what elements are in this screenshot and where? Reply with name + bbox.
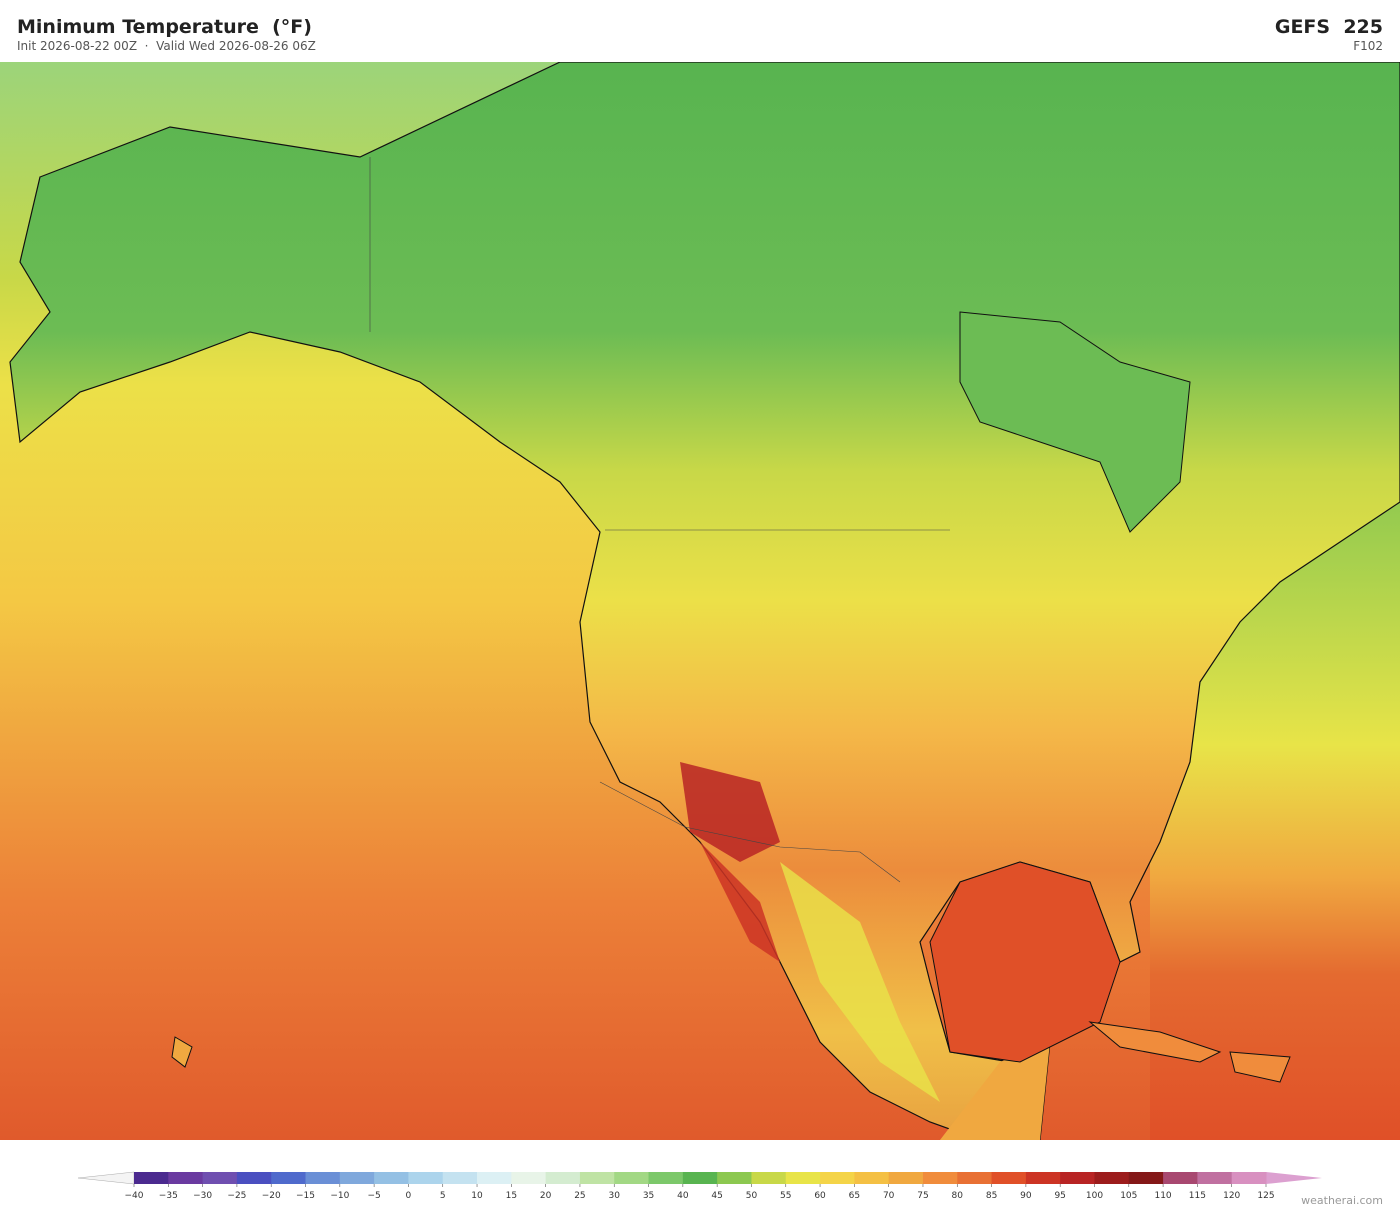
colorbar-segment <box>922 1172 958 1184</box>
colorbar-segment <box>1128 1172 1164 1184</box>
colorbar-segment <box>271 1172 307 1184</box>
colorbar-tick-label: 80 <box>952 1191 964 1201</box>
colorbar-under <box>77 1171 135 1185</box>
title: Minimum Temperature (°F) <box>17 16 312 38</box>
colorbar-segment <box>477 1172 512 1184</box>
colorbar-segment <box>202 1172 238 1184</box>
watermark: weatherai.com <box>1301 1194 1383 1207</box>
colorbar-segment <box>854 1172 890 1184</box>
colorbar-segment <box>1025 1172 1061 1184</box>
colorbar-tick-label: 120 <box>1223 1191 1240 1201</box>
colorbar-tick-label: −25 <box>227 1191 246 1201</box>
colorbar-segment <box>579 1172 615 1184</box>
colorbar-tick-label: −5 <box>367 1191 380 1201</box>
colorbar-segment <box>545 1172 581 1184</box>
colorbar-segment <box>648 1172 684 1184</box>
colorbar-segment <box>442 1172 478 1184</box>
colorbar-tick-label: 5 <box>440 1191 446 1201</box>
land <box>940 1042 1050 1140</box>
colorbar-tick-label: 105 <box>1120 1191 1137 1201</box>
map <box>0 62 1400 1140</box>
colorbar-segment <box>305 1172 341 1184</box>
hawaii <box>171 1036 193 1068</box>
colorbar-segment <box>1163 1172 1198 1184</box>
colorbar-tick-label: 25 <box>574 1191 585 1201</box>
colorbar-segment <box>1094 1172 1130 1184</box>
colorbar-segment <box>134 1172 169 1184</box>
colorbar-tick-label: 45 <box>711 1191 722 1201</box>
borders <box>369 157 950 883</box>
colorbar-segment <box>1197 1172 1233 1184</box>
colorbar-tick-label: 85 <box>986 1191 997 1201</box>
colorbar-segment <box>168 1172 204 1184</box>
colorbar-tick-label: 90 <box>1020 1191 1032 1201</box>
cool-region <box>780 862 940 1102</box>
colorbar-tick-label: 30 <box>609 1191 621 1201</box>
colorbar-segment <box>957 1172 993 1184</box>
colorbar-tick-label: 95 <box>1054 1191 1065 1201</box>
model-label: GEFS 225 <box>1274 16 1383 38</box>
subtitle: Init 2026-08-22 00Z · Valid Wed 2026-08-… <box>17 39 316 53</box>
colorbar-tick-label: 15 <box>506 1191 517 1201</box>
colorbar-segment <box>1060 1172 1095 1184</box>
colorbar-tick-label: −10 <box>330 1191 349 1201</box>
colorbar-tick-label: −35 <box>159 1191 178 1201</box>
colorbar-tick-label: 60 <box>814 1191 826 1201</box>
colorbar-tick-label: −15 <box>296 1191 315 1201</box>
colorbar-tick-label: −40 <box>125 1191 144 1201</box>
hispaniola <box>1229 1051 1291 1083</box>
colorbar-segment <box>888 1172 924 1184</box>
colorbar-tick-label: 125 <box>1257 1191 1274 1201</box>
colorbar-tick-label: 50 <box>746 1191 758 1201</box>
colorbar-tick-label: 115 <box>1189 1191 1206 1201</box>
colorbar-segment <box>339 1172 375 1184</box>
colorbar-segment <box>408 1172 444 1184</box>
colorbar-segment <box>511 1172 547 1184</box>
hot-region <box>700 842 780 962</box>
colorbar-tick-label: 100 <box>1086 1191 1103 1201</box>
colorbar-segment <box>682 1172 718 1184</box>
colorbar-segment <box>236 1172 272 1184</box>
hot-region <box>680 762 780 862</box>
colorbar-over <box>1266 1172 1322 1184</box>
colorbar-segment <box>820 1172 855 1184</box>
colorbar-tick-label: 55 <box>780 1191 791 1201</box>
colorbar-tick-label: 65 <box>849 1191 860 1201</box>
hudson-bay <box>959 311 1191 533</box>
colorbar-segment <box>785 1172 821 1184</box>
colorbar-segment <box>614 1172 650 1184</box>
colorbar-tick-label: 70 <box>883 1191 895 1201</box>
colorbar-segment <box>717 1172 752 1184</box>
colorbar-segment <box>374 1172 409 1184</box>
colorbar-tick-label: 40 <box>677 1191 689 1201</box>
colorbar-tick-label: 20 <box>540 1191 552 1201</box>
colorbar-tick-label: −30 <box>193 1191 212 1201</box>
colorbar-tick-label: 75 <box>917 1191 928 1201</box>
cuba <box>1088 1021 1222 1063</box>
colorbar-tick-label: 0 <box>406 1191 412 1201</box>
colorbar-tick-label: 35 <box>643 1191 654 1201</box>
colorbar-segment <box>991 1172 1027 1184</box>
colorbar-tick-label: 110 <box>1154 1191 1171 1201</box>
colorbar: −40 −35 −30 −25 −20 −15 −10 −5 0 5 10 15 20 25 30 35 40 4… <box>77 1171 1322 1201</box>
colorbar-segment <box>1231 1172 1267 1184</box>
colorbar-tick-label: −20 <box>262 1191 281 1201</box>
colorbar-segment <box>751 1172 787 1184</box>
gulf <box>929 861 1121 1063</box>
forecast-hour: F102 <box>1353 39 1383 53</box>
colorbar-tick-label: 10 <box>471 1191 483 1201</box>
